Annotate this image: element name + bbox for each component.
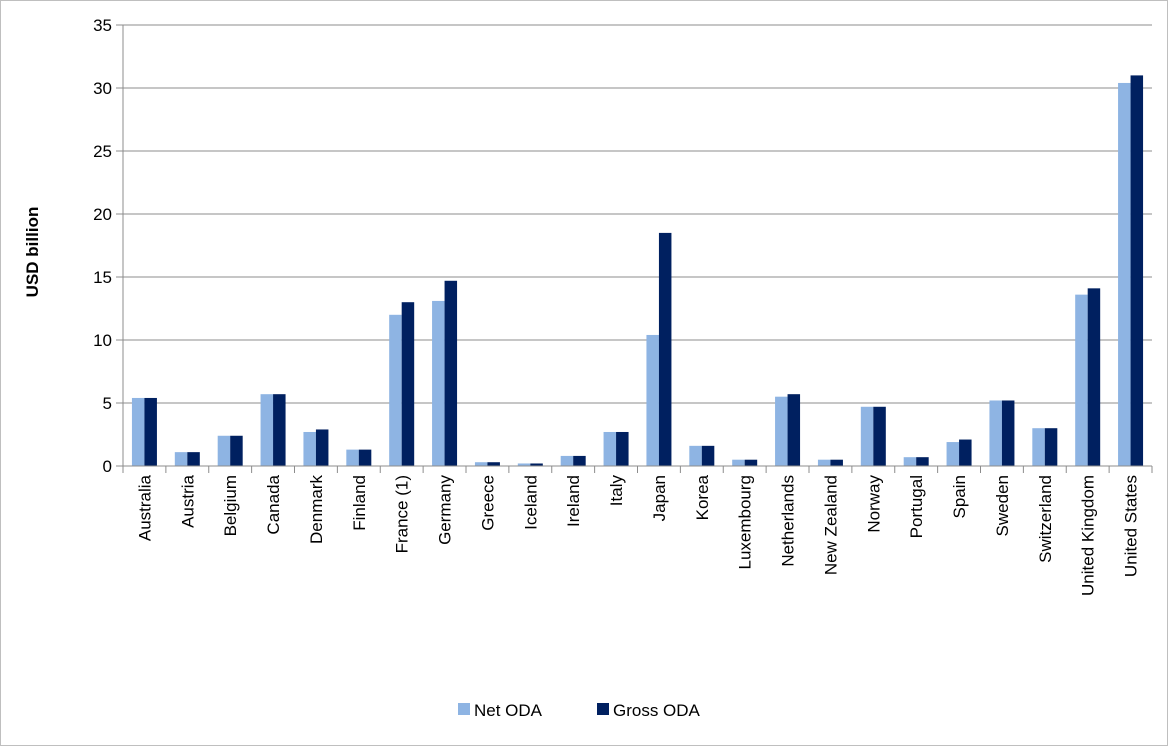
x-tick-label: Greece (478, 475, 497, 531)
gross-oda-bar (187, 452, 200, 466)
net-oda-bar (260, 394, 274, 466)
x-tick-label: Canada (264, 474, 283, 534)
legend-label: Gross ODA (613, 701, 701, 720)
net-oda-bar (346, 449, 359, 466)
y-tick-label: 20 (93, 205, 112, 224)
x-tick-label: Ireland (564, 475, 583, 527)
gross-oda-bar (616, 431, 629, 466)
net-oda-bar (860, 406, 874, 466)
gross-oda-bar (401, 302, 415, 466)
net-oda-bar (1075, 294, 1088, 466)
gross-oda-bar (873, 406, 886, 466)
x-tick-label: Australia (135, 474, 154, 541)
net-oda-bar (646, 334, 659, 466)
net-oda-bar (131, 397, 145, 466)
gross-oda-bar (1001, 400, 1015, 466)
legend: Net ODA Gross ODA (458, 701, 701, 720)
y-axis-title: USD billion (23, 207, 42, 298)
x-tick-label: Denmark (307, 475, 326, 544)
x-tick-label: Korea (693, 474, 712, 520)
net-oda-bar (217, 435, 231, 466)
x-tick-label: Germany (436, 475, 455, 545)
gross-oda-bar (830, 459, 843, 466)
gross-oda-bar (487, 462, 500, 466)
gross-oda-bar (444, 280, 458, 466)
x-axis: Australia Austria Belgium Canada Denmark Finl… (122, 465, 1153, 596)
gridlines (123, 24, 1152, 404)
x-tick-label: Iceland (521, 475, 540, 530)
x-tick-label: Austria (178, 474, 197, 527)
x-tick-label: Japan (650, 475, 669, 521)
x-tick-label: United States (1122, 475, 1141, 577)
net-oda-bar (389, 314, 402, 466)
x-tick-label: Netherlands (779, 475, 798, 567)
gross-oda-bar (1087, 288, 1101, 466)
x-tick-label: Belgium (221, 475, 240, 536)
gross-oda-bar (959, 439, 972, 466)
net-oda-bar (946, 442, 960, 466)
net-oda-bar (603, 431, 617, 466)
gross-oda-bar (1044, 428, 1058, 466)
x-tick-label: Portugal (907, 475, 926, 538)
net-oda-bar (560, 455, 574, 466)
x-tick-label: Spain (950, 475, 969, 518)
x-tick-label: United Kingdom (1079, 475, 1098, 596)
y-tick-label: 10 (93, 331, 112, 350)
x-tick-label: Sweden (993, 475, 1012, 536)
gross-oda-bar (916, 457, 929, 466)
gross-oda-bar (701, 445, 715, 466)
legend-item-gross-oda: Gross ODA (597, 701, 701, 720)
net-oda-bar (689, 445, 702, 466)
legend-label: Net ODA (474, 701, 543, 720)
x-tick-label: Finland (350, 475, 369, 531)
y-axis: 0 5 10 15 20 25 30 35 (93, 16, 124, 476)
gross-oda-bar (787, 394, 801, 466)
y-tick-label: 25 (93, 142, 112, 161)
gross-oda-bar (1130, 75, 1144, 467)
gross-oda-bar (744, 459, 758, 466)
y-tick-label: 15 (93, 268, 112, 287)
legend-swatch (458, 703, 470, 715)
net-oda-bar (1032, 428, 1045, 466)
gross-oda-bar (530, 463, 543, 466)
gross-oda-bar (658, 232, 672, 466)
net-oda-bar (775, 396, 788, 466)
net-oda-bar (1118, 82, 1131, 467)
y-tick-label: 30 (93, 79, 112, 98)
legend-swatch (597, 703, 609, 715)
gross-oda-bar (273, 394, 286, 466)
net-oda-bar (303, 431, 316, 466)
net-oda-bar (903, 457, 917, 466)
gross-oda-bar (358, 449, 372, 466)
x-tick-label: Norway (864, 475, 883, 533)
net-oda-bar (732, 459, 745, 466)
y-tick-label: 35 (93, 16, 112, 35)
y-tick-label: 5 (103, 394, 112, 413)
x-tick-label: Luxembourg (736, 475, 755, 570)
net-oda-bar (517, 463, 531, 466)
net-oda-bar (989, 400, 1002, 466)
bars (131, 75, 1144, 467)
net-oda-bar (817, 459, 831, 466)
x-tick-label: France (1) (393, 475, 412, 553)
gross-oda-bar (573, 455, 586, 466)
gross-oda-bar (230, 435, 243, 466)
gross-oda-bar (144, 397, 157, 466)
gross-oda-bar (315, 429, 329, 466)
net-oda-bar (432, 300, 445, 466)
net-oda-bar (174, 452, 188, 466)
x-tick-label: New Zealand (821, 475, 840, 575)
net-oda-bar (474, 462, 488, 466)
legend-item-net-oda: Net ODA (458, 701, 543, 720)
x-tick-label: Switzerland (1036, 475, 1055, 563)
y-tick-label: 0 (103, 457, 112, 476)
x-tick-label: Italy (607, 475, 626, 507)
